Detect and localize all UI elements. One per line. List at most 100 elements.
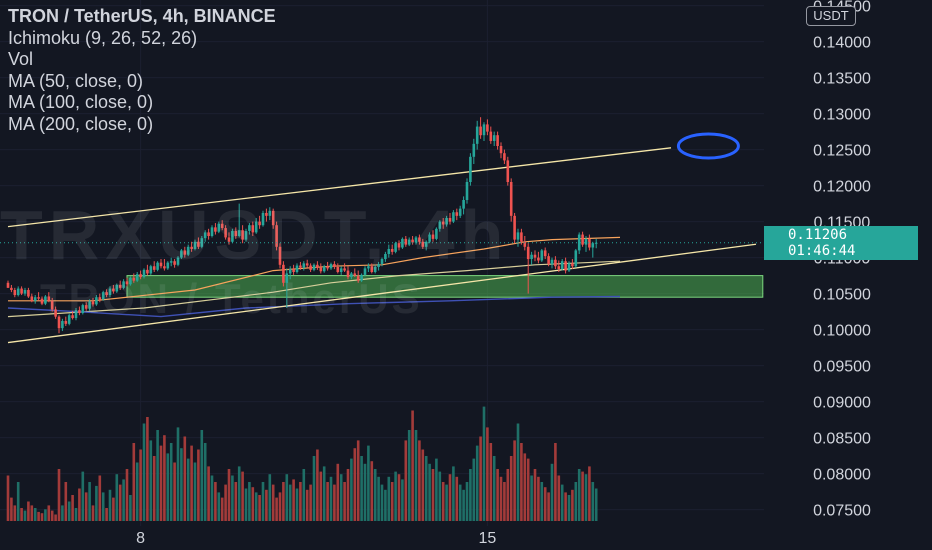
volume-bar xyxy=(173,463,176,522)
candle-body xyxy=(493,135,496,141)
current-price-value: 0.11206 xyxy=(788,227,918,243)
price-tick-label: 0.13500 xyxy=(813,71,871,88)
volume-bar xyxy=(530,476,533,522)
volume-bar xyxy=(303,469,306,521)
volume-bar xyxy=(364,464,367,521)
volume-bar xyxy=(95,486,98,521)
volume-bar xyxy=(377,477,380,521)
symbol-title[interactable]: TRON / TetherUS, 4h, BINANCE xyxy=(8,6,276,28)
volume-bar xyxy=(422,450,425,522)
volume-bar xyxy=(61,505,64,521)
candle-body xyxy=(544,250,547,256)
volume-bar xyxy=(129,495,132,521)
candle-body xyxy=(575,250,578,266)
volume-bar xyxy=(575,482,578,521)
volume-bar xyxy=(473,459,476,521)
price-tick-label: 0.09000 xyxy=(813,395,871,412)
candle-body xyxy=(530,255,533,259)
volume-bar xyxy=(326,482,329,521)
currency-button[interactable]: USDT xyxy=(806,6,856,26)
volume-bar xyxy=(269,474,272,521)
volume-bar xyxy=(401,479,404,521)
candle-body xyxy=(490,132,493,141)
candle-body xyxy=(507,160,510,182)
volume-bar xyxy=(272,485,275,521)
volume-bar xyxy=(507,469,510,521)
candle xyxy=(483,122,486,141)
volume-bar xyxy=(510,456,513,521)
volume-bar xyxy=(411,411,414,522)
candle-body xyxy=(500,146,503,153)
indicator-ma200[interactable]: MA (200, close, 0) xyxy=(8,114,276,136)
volume-bar xyxy=(384,490,387,521)
volume-bar xyxy=(48,505,51,521)
candle xyxy=(561,259,564,271)
volume-bar xyxy=(214,482,217,521)
current-price-badge: 0.11206 01:46:44 xyxy=(764,226,918,260)
price-tick-label: 0.08000 xyxy=(813,467,871,484)
indicator-ma50[interactable]: MA (50, close, 0) xyxy=(8,71,276,93)
volume-bar xyxy=(85,492,88,521)
price-tick-label: 0.10000 xyxy=(813,323,871,340)
volume-bar xyxy=(547,492,550,521)
volume-bar xyxy=(279,492,282,521)
price-tick-label: 0.10500 xyxy=(813,287,871,304)
indicator-volume[interactable]: Vol xyxy=(8,49,276,71)
candle-body xyxy=(27,290,30,296)
candle-body xyxy=(7,283,10,288)
candle-body xyxy=(551,260,554,264)
volume-bar xyxy=(248,482,251,521)
volume-bar xyxy=(14,505,17,521)
volume-bar xyxy=(520,443,523,521)
volume-bar xyxy=(299,482,302,521)
volume-bar xyxy=(476,446,479,521)
candle xyxy=(7,281,10,288)
volume-bar xyxy=(44,509,47,521)
volume-bar xyxy=(585,474,588,521)
candle-body xyxy=(513,216,516,240)
volume-bar xyxy=(578,469,581,521)
target-ellipse xyxy=(678,134,738,158)
volume-bar xyxy=(102,492,105,521)
candle-body xyxy=(571,263,574,266)
candle-body xyxy=(473,144,476,157)
candle-body xyxy=(520,232,523,241)
volume-bar xyxy=(112,498,115,521)
price-tick-label: 0.14000 xyxy=(813,35,871,52)
volume-bar xyxy=(388,477,391,521)
volume-bar xyxy=(82,472,85,521)
volume-bar xyxy=(391,482,394,521)
volume-bar xyxy=(180,448,183,521)
time-axis[interactable]: 8 15 xyxy=(136,530,496,547)
candle-body xyxy=(534,255,537,258)
candle-body xyxy=(486,124,489,131)
volume-bar xyxy=(292,479,295,521)
volume-bar xyxy=(534,469,537,521)
candle-body xyxy=(31,296,34,300)
candle xyxy=(496,132,499,150)
volume-bar xyxy=(126,469,129,521)
volume-bar xyxy=(41,513,44,521)
candle-body xyxy=(469,157,472,182)
target-circle[interactable] xyxy=(678,134,738,158)
candle xyxy=(581,232,584,247)
volume-bar xyxy=(170,443,173,521)
volume-bar xyxy=(350,459,353,521)
candle xyxy=(513,213,516,243)
volume-bar xyxy=(258,495,261,521)
volume-bar xyxy=(10,498,13,521)
chart-legend: TRON / TetherUS, 4h, BINANCE Ichimoku (9… xyxy=(8,6,276,135)
volume-bar xyxy=(333,485,336,521)
volume-bar xyxy=(37,512,40,521)
indicator-ma100[interactable]: MA (100, close, 0) xyxy=(8,92,276,114)
volume-bar xyxy=(313,456,316,521)
volume-bar xyxy=(99,476,102,522)
candle-body xyxy=(592,243,595,247)
volume-bar xyxy=(439,472,442,521)
volume-bar xyxy=(544,487,547,521)
volume-bar xyxy=(255,492,258,521)
bar-countdown: 01:46:44 xyxy=(788,243,918,259)
volume-bar xyxy=(469,469,472,521)
volume-bar xyxy=(150,440,153,521)
indicator-ichimoku[interactable]: Ichimoku (9, 26, 52, 26) xyxy=(8,28,276,50)
